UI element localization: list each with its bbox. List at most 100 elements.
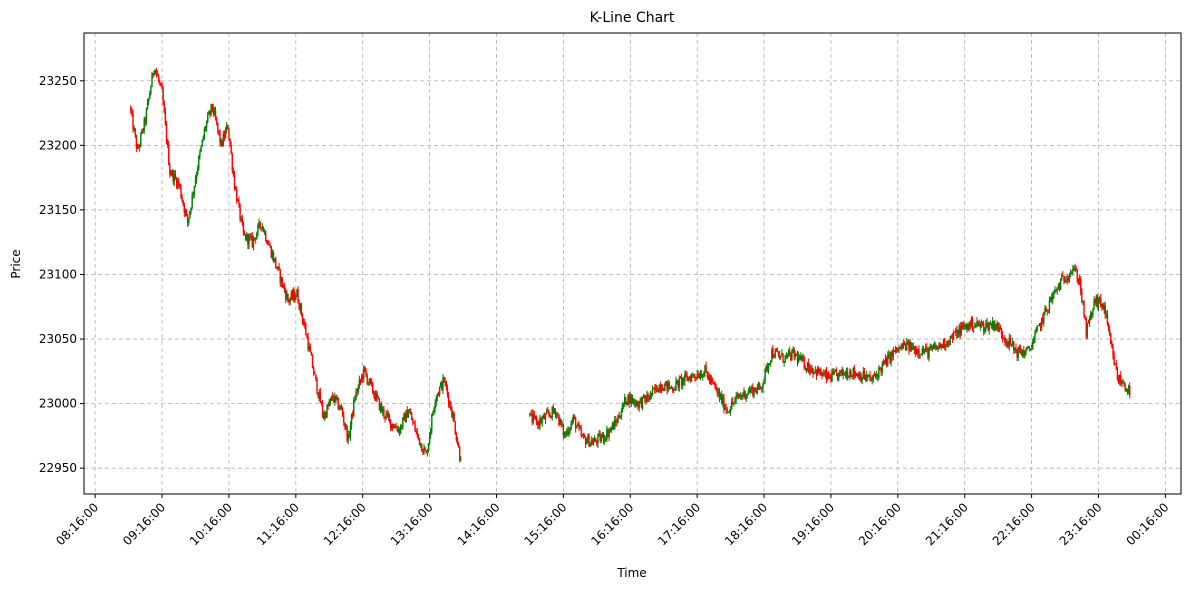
- candle-body-up: [641, 396, 644, 408]
- candle-body-up: [785, 355, 788, 356]
- x-tick-label: 21:16:00: [923, 500, 971, 548]
- candle-body-down: [908, 340, 910, 351]
- candle-body-up: [868, 374, 870, 377]
- candle-body-up: [184, 210, 187, 213]
- candle-body-down: [1104, 304, 1106, 316]
- candle-body-down: [1064, 280, 1066, 283]
- candle-body-down: [904, 344, 907, 351]
- candle-body-up: [375, 393, 377, 401]
- candle-body-up: [539, 418, 541, 427]
- candle-body-down: [315, 374, 317, 379]
- candle-body-down: [215, 119, 218, 123]
- candle-body-down: [131, 111, 133, 114]
- candle-body-up: [888, 354, 890, 356]
- candle-body-down: [851, 375, 853, 378]
- candle-body-down: [775, 349, 778, 352]
- candle-body-up: [154, 70, 157, 72]
- candle-body-down: [893, 350, 896, 352]
- candle-body-up: [299, 303, 301, 310]
- candle-body-up: [1069, 273, 1072, 275]
- candle-body-up: [621, 403, 624, 413]
- candle-body-down: [260, 226, 262, 228]
- candle-body-up: [774, 349, 776, 358]
- candle-body-down: [230, 145, 232, 154]
- candle-body-up: [394, 425, 396, 429]
- candle-body-up: [1017, 346, 1019, 358]
- candle-body-up: [831, 371, 833, 382]
- candle-body-down: [982, 322, 985, 332]
- candle-body-up: [731, 401, 733, 410]
- candle-body-down: [832, 371, 834, 374]
- candle-body-up: [1008, 337, 1011, 347]
- candle-body-down: [1016, 352, 1018, 358]
- candle-body-up: [318, 391, 320, 398]
- candle-body-down: [1000, 328, 1003, 335]
- candle-body-down: [312, 367, 315, 374]
- candle-body-up: [894, 346, 897, 352]
- candle-body-down: [1019, 349, 1022, 353]
- candle-body-down: [635, 400, 637, 407]
- candle-body-down: [913, 346, 916, 354]
- candle-body-down: [995, 324, 997, 327]
- candle-body-up: [252, 237, 255, 247]
- candle-body-down: [395, 425, 397, 429]
- candle-body-up: [667, 382, 669, 391]
- candle-body-down: [335, 395, 337, 400]
- candle-body-down: [168, 144, 170, 165]
- x-tick-label: 23:16:00: [1057, 500, 1105, 548]
- candle-body-up: [735, 395, 737, 400]
- candle-body-up: [448, 402, 451, 405]
- candle-body-down: [535, 418, 538, 425]
- candle-body-up: [780, 356, 782, 358]
- candle-body-down: [930, 346, 932, 349]
- candle-body-up: [1101, 303, 1103, 307]
- candle-body-down: [870, 378, 872, 381]
- candle-body-down: [793, 349, 795, 357]
- candle-body-down: [1058, 285, 1061, 290]
- candle-body-down: [1126, 389, 1129, 392]
- candle-body-down: [948, 343, 950, 345]
- candle-body-up: [724, 407, 726, 410]
- candle-body-down: [165, 123, 168, 142]
- candle-body-down: [889, 354, 891, 363]
- candle-body-up: [613, 420, 616, 430]
- candle-body-down: [152, 73, 154, 75]
- candle-body-down: [362, 376, 364, 379]
- candle-body-up: [363, 366, 365, 379]
- candle-body-down: [266, 240, 268, 244]
- candle-body-down: [810, 368, 812, 373]
- candle-body-up: [1127, 385, 1130, 392]
- candle-body-up: [911, 346, 914, 351]
- candle-body-down: [1023, 350, 1025, 356]
- candle-body-down: [679, 377, 682, 379]
- candle-body-up: [173, 173, 176, 182]
- candle-body-up: [753, 387, 755, 396]
- candle-body-down: [588, 435, 590, 447]
- candle-body-up: [263, 231, 266, 233]
- candle-body-down: [340, 406, 343, 409]
- candle-body-down: [965, 324, 967, 330]
- y-tick-label: 22950: [39, 461, 77, 475]
- candle-body-up: [972, 327, 975, 329]
- candle-body-up: [966, 324, 968, 330]
- candle-body-down: [873, 375, 876, 376]
- candle-body-down: [450, 402, 452, 410]
- candle-body-down: [1007, 341, 1009, 347]
- candle-body-up: [434, 402, 436, 409]
- candle-body-up: [841, 368, 843, 374]
- candle-body-down: [254, 237, 257, 240]
- candle-body-down: [304, 323, 306, 326]
- candle-body-up: [1098, 297, 1101, 300]
- candle-body-up: [171, 170, 173, 175]
- candle-body-up: [745, 395, 747, 400]
- candle-body-down: [554, 411, 557, 416]
- candle-body-up: [277, 266, 279, 269]
- candle-body-down: [685, 373, 687, 376]
- candle-body-up: [280, 277, 283, 283]
- candle-body-up: [765, 365, 767, 369]
- candle-body-down: [828, 372, 830, 378]
- candle-body-down: [683, 377, 685, 382]
- candle-body-down: [1004, 337, 1006, 343]
- candle-body-down: [142, 129, 144, 131]
- candle-body-down: [880, 368, 882, 373]
